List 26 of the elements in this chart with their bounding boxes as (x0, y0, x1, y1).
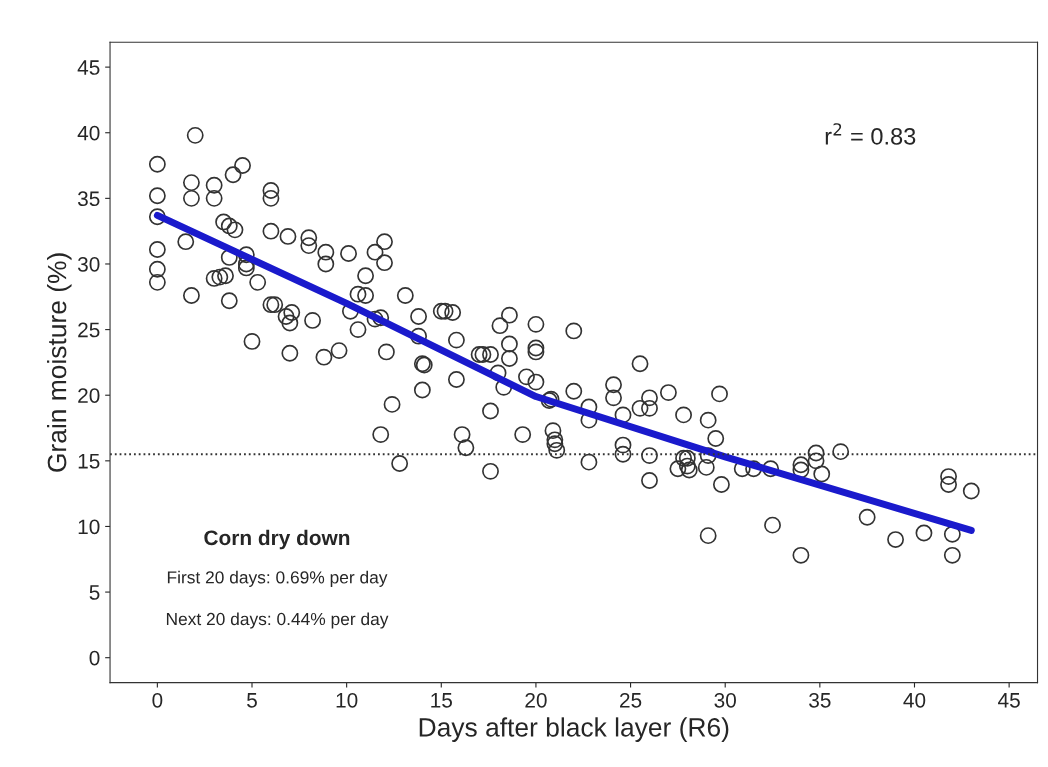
annotation: Corn dry down (204, 529, 350, 550)
annotation: First 20 days: 0.69% per day (167, 570, 388, 587)
x-tick-label: 10 (336, 692, 358, 708)
x-tick-label: 5 (247, 693, 257, 708)
y-tick-label: 45 (77, 60, 100, 75)
x-tick-label: 15 (431, 693, 452, 708)
y-axis-title: Grain moisture (%) (46, 253, 72, 472)
annotation: r$^{2}$ = 0.83 (825, 123, 916, 145)
x-tick-label: 40 (903, 692, 926, 708)
y-tick-label: 40 (77, 125, 100, 141)
y-tick-label: 15 (78, 454, 100, 469)
annotation: Next 20 days: 0.44% per day (166, 612, 389, 629)
x-tick-label: 0 (152, 692, 163, 708)
y-tick-label: 5 (89, 585, 100, 600)
y-tick-label: 20 (78, 388, 100, 403)
x-tick-label: 30 (714, 692, 736, 708)
y-tick-label: 35 (77, 191, 100, 207)
y-tick-label: 30 (77, 256, 100, 272)
x-tick-label: 45 (998, 693, 1020, 708)
y-tick-label: 0 (89, 650, 100, 666)
y-tick-label: 25 (78, 322, 100, 338)
x-axis-title: Days after black layer (R6) (419, 717, 729, 742)
x-tick-label: 20 (525, 692, 547, 708)
x-tick-label: 35 (809, 692, 831, 708)
x-tick-label: 25 (620, 692, 642, 708)
y-tick-label: 10 (78, 519, 100, 535)
